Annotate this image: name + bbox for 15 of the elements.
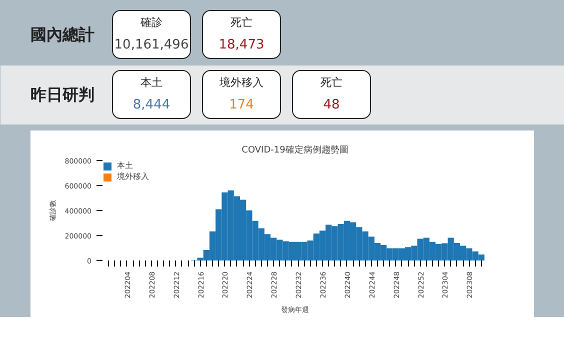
text: 18,473 xyxy=(218,38,264,52)
text: 10,161,496 xyxy=(114,38,189,52)
text: 8,444 xyxy=(132,98,170,112)
text: 確診 xyxy=(140,16,162,29)
legend-label: 本土 xyxy=(117,160,134,171)
chart-title: COVID-19確定病例趨勢圖 xyxy=(242,144,348,156)
legend-label: 境外移入 xyxy=(117,171,149,182)
text: 境外移入 xyxy=(218,76,264,89)
text: 死亡 xyxy=(230,16,252,29)
text: 48 xyxy=(323,98,340,112)
text: 昨日研判 xyxy=(30,85,94,104)
text: 國內總計 xyxy=(30,25,94,44)
text: 本土 xyxy=(140,76,162,89)
text: 174 xyxy=(229,98,254,112)
text: 死亡 xyxy=(320,76,342,89)
